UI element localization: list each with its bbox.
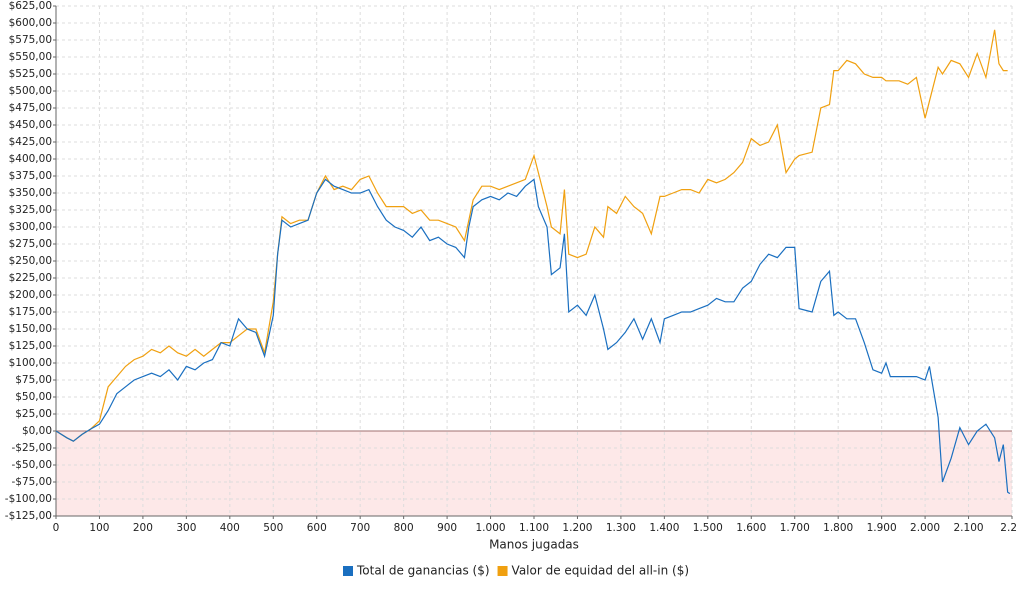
x-tick-label: 1.400 [649, 522, 679, 534]
x-tick-label: 1.600 [736, 522, 766, 534]
legend-swatch [497, 566, 508, 576]
x-tick-label: 1.300 [606, 522, 636, 534]
series-line [55, 29, 1008, 442]
y-tick-label: $550,00 [9, 51, 52, 63]
legend-label: Valor de equidad del all-in ($) [512, 564, 689, 578]
y-tick-label: $625,00 [9, 0, 52, 12]
x-tick-label: 200 [133, 522, 153, 534]
x-tick-label: 2.100 [954, 522, 984, 534]
y-tick-label: $425,00 [9, 136, 52, 148]
x-tick-label: 600 [307, 522, 327, 534]
x-tick-label: 800 [394, 522, 414, 534]
y-tick-label: $175,00 [9, 306, 52, 318]
y-tick-label: $25,00 [15, 408, 52, 420]
y-tick-label: -$75,00 [11, 476, 52, 488]
y-tick-label: $250,00 [9, 255, 52, 267]
y-tick-label: $0,00 [22, 425, 52, 437]
y-tick-label: $50,00 [15, 391, 52, 403]
x-tick-label: 300 [176, 522, 196, 534]
y-tick-label: $225,00 [9, 272, 52, 284]
y-tick-label: $450,00 [9, 119, 52, 131]
series-line [55, 178, 1011, 495]
y-tick-label: $275,00 [9, 238, 52, 250]
y-tick-label: $350,00 [9, 187, 52, 199]
y-tick-label: $475,00 [9, 102, 52, 114]
y-tick-label: -$100,00 [5, 493, 52, 505]
x-tick-label: 1.200 [562, 522, 592, 534]
y-tick-label: $400,00 [9, 153, 52, 165]
x-tick-label: 100 [89, 522, 109, 534]
y-tick-label: -$50,00 [11, 459, 52, 471]
negative-region [56, 431, 1012, 516]
x-tick-label: 500 [263, 522, 283, 534]
y-tick-label: $100,00 [9, 357, 52, 369]
y-tick-label: $75,00 [15, 374, 52, 386]
x-tick-label: 2.20 [1000, 522, 1017, 534]
y-tick-label: $375,00 [9, 170, 52, 182]
x-tick-label: 1.100 [519, 522, 549, 534]
y-tick-label: $200,00 [9, 289, 52, 301]
y-tick-label: $300,00 [9, 221, 52, 233]
y-tick-label: $575,00 [9, 34, 52, 46]
x-axis-label: Manos jugadas [489, 538, 579, 552]
y-tick-label: $325,00 [9, 204, 52, 216]
y-tick-label: $525,00 [9, 68, 52, 80]
y-tick-label: -$25,00 [11, 442, 52, 454]
x-tick-label: 1.900 [867, 522, 897, 534]
x-tick-label: 700 [350, 522, 370, 534]
x-tick-label: 900 [437, 522, 457, 534]
x-tick-label: 0 [53, 522, 60, 534]
y-tick-label: $600,00 [9, 17, 52, 29]
x-tick-label: 1.000 [476, 522, 506, 534]
x-tick-label: 2.000 [910, 522, 940, 534]
x-tick-label: 1.500 [693, 522, 723, 534]
x-tick-label: 1.700 [780, 522, 810, 534]
legend-swatch [343, 566, 353, 576]
x-tick-label: 400 [220, 522, 240, 534]
y-tick-label: $150,00 [9, 323, 52, 335]
legend-label: Total de ganancias ($) [356, 564, 490, 578]
y-tick-label: -$125,00 [5, 510, 52, 522]
y-tick-label: $500,00 [9, 85, 52, 97]
x-tick-label: 1.800 [823, 522, 853, 534]
y-tick-label: $125,00 [9, 340, 52, 352]
